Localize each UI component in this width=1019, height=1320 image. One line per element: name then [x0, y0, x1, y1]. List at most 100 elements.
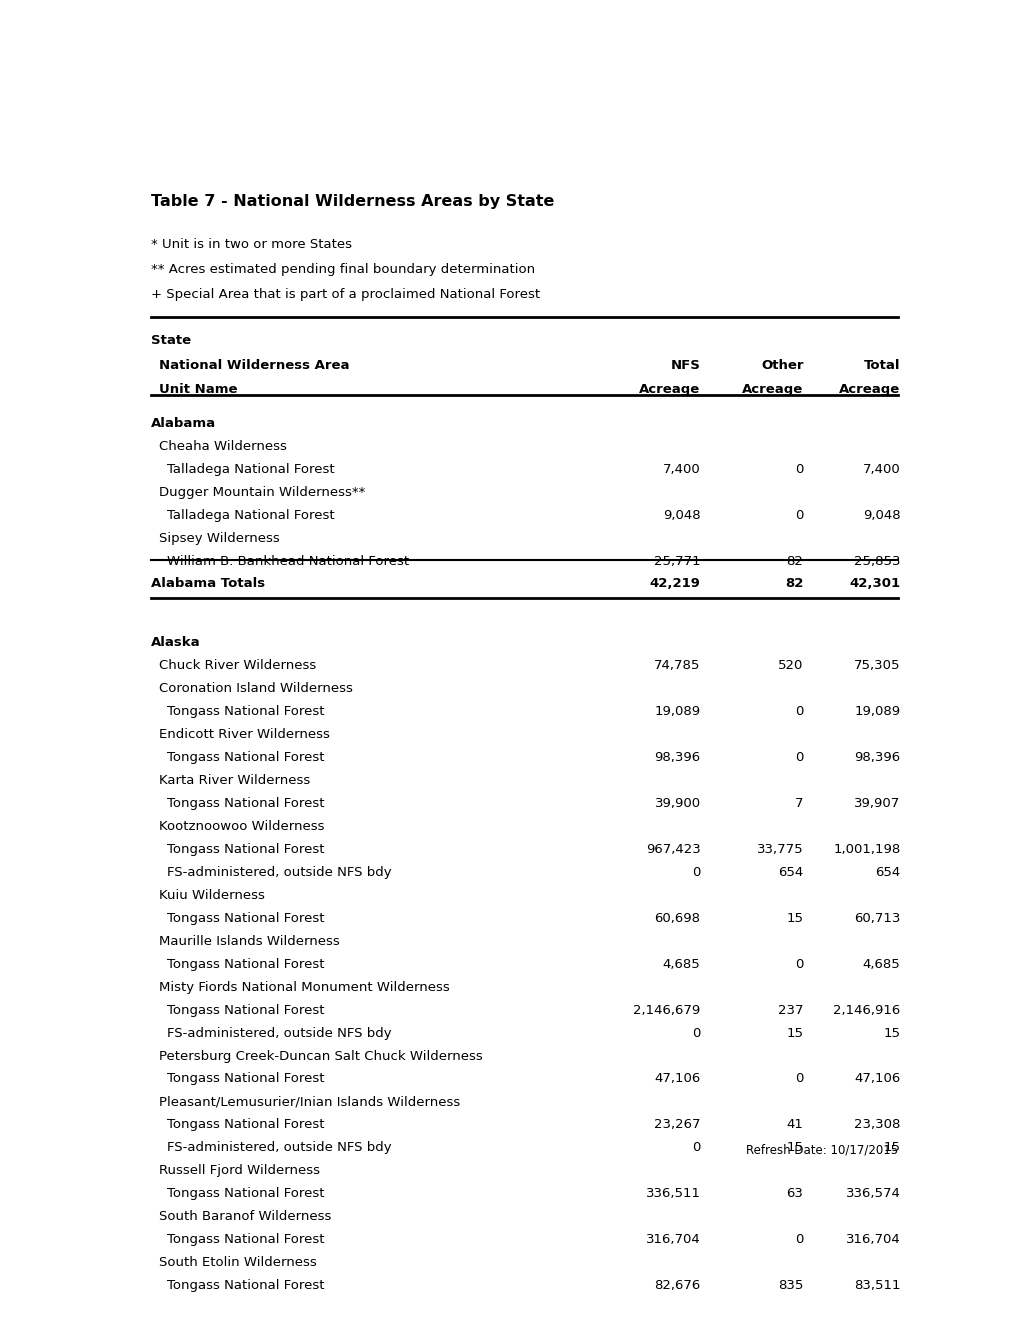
- Text: 19,089: 19,089: [854, 705, 900, 718]
- Text: Alaska: Alaska: [151, 636, 201, 649]
- Text: 4,685: 4,685: [662, 958, 700, 970]
- Text: 15: 15: [786, 1027, 803, 1040]
- Text: Maurille Islands Wilderness: Maurille Islands Wilderness: [159, 935, 339, 948]
- Text: 316,704: 316,704: [845, 1233, 900, 1246]
- Text: Acreage: Acreage: [639, 383, 700, 396]
- Text: Acreage: Acreage: [742, 383, 803, 396]
- Text: Refresh Date: 10/17/2015: Refresh Date: 10/17/2015: [745, 1143, 898, 1156]
- Text: 98,396: 98,396: [654, 751, 700, 764]
- Text: 0: 0: [794, 1233, 803, 1246]
- Text: 2,146,679: 2,146,679: [633, 1003, 700, 1016]
- Text: 237: 237: [777, 1003, 803, 1016]
- Text: 7,400: 7,400: [862, 463, 900, 475]
- Text: 47,106: 47,106: [854, 1072, 900, 1085]
- Text: 19,089: 19,089: [654, 705, 700, 718]
- Text: 7,400: 7,400: [662, 463, 700, 475]
- Text: Alabama Totals: Alabama Totals: [151, 577, 265, 590]
- Text: 9,048: 9,048: [862, 508, 900, 521]
- Text: 0: 0: [794, 508, 803, 521]
- Text: Pleasant/Lemusurier/Inian Islands Wilderness: Pleasant/Lemusurier/Inian Islands Wilder…: [159, 1096, 460, 1109]
- Text: 654: 654: [874, 866, 900, 879]
- Text: Tongass National Forest: Tongass National Forest: [167, 958, 324, 970]
- Text: Coronation Island Wilderness: Coronation Island Wilderness: [159, 682, 353, 696]
- Text: Dugger Mountain Wilderness**: Dugger Mountain Wilderness**: [159, 486, 365, 499]
- Text: 33,775: 33,775: [756, 843, 803, 855]
- Text: 0: 0: [794, 1072, 803, 1085]
- Text: 654: 654: [777, 866, 803, 879]
- Text: 41: 41: [786, 1118, 803, 1131]
- Text: Russell Fjord Wilderness: Russell Fjord Wilderness: [159, 1164, 320, 1177]
- Text: Chuck River Wilderness: Chuck River Wilderness: [159, 660, 316, 672]
- Text: 15: 15: [786, 1142, 803, 1154]
- Text: 42,219: 42,219: [649, 577, 700, 590]
- Text: 336,511: 336,511: [645, 1187, 700, 1200]
- Text: 0: 0: [692, 1142, 700, 1154]
- Text: 42,301: 42,301: [849, 577, 900, 590]
- Text: FS-administered, outside NFS bdy: FS-administered, outside NFS bdy: [167, 866, 391, 879]
- Text: 0: 0: [794, 463, 803, 475]
- Text: 0: 0: [794, 705, 803, 718]
- Text: 39,900: 39,900: [654, 797, 700, 810]
- Text: * Unit is in two or more States: * Unit is in two or more States: [151, 238, 352, 251]
- Text: Karta River Wilderness: Karta River Wilderness: [159, 774, 310, 787]
- Text: 98,396: 98,396: [854, 751, 900, 764]
- Text: Alabama: Alabama: [151, 417, 216, 430]
- Text: 2,146,916: 2,146,916: [833, 1003, 900, 1016]
- Text: South Baranof Wilderness: South Baranof Wilderness: [159, 1210, 331, 1224]
- Text: Tongass National Forest: Tongass National Forest: [167, 1003, 324, 1016]
- Text: 967,423: 967,423: [645, 843, 700, 855]
- Text: 75,305: 75,305: [853, 660, 900, 672]
- Text: Other: Other: [760, 359, 803, 372]
- Text: 83,511: 83,511: [853, 1279, 900, 1292]
- Text: 520: 520: [777, 660, 803, 672]
- Text: Table 7 - National Wilderness Areas by State: Table 7 - National Wilderness Areas by S…: [151, 194, 554, 209]
- Text: 39,907: 39,907: [854, 797, 900, 810]
- Text: Tongass National Forest: Tongass National Forest: [167, 797, 324, 810]
- Text: 336,574: 336,574: [845, 1187, 900, 1200]
- Text: William B. Bankhead National Forest: William B. Bankhead National Forest: [167, 554, 409, 568]
- Text: 82,676: 82,676: [654, 1279, 700, 1292]
- Text: 82: 82: [786, 554, 803, 568]
- Text: Misty Fiords National Monument Wilderness: Misty Fiords National Monument Wildernes…: [159, 981, 449, 994]
- Text: Tongass National Forest: Tongass National Forest: [167, 705, 324, 718]
- Text: Talladega National Forest: Talladega National Forest: [167, 463, 334, 475]
- Text: FS-administered, outside NFS bdy: FS-administered, outside NFS bdy: [167, 1027, 391, 1040]
- Text: South Etolin Wilderness: South Etolin Wilderness: [159, 1257, 317, 1269]
- Text: 4,685: 4,685: [862, 958, 900, 970]
- Text: 60,713: 60,713: [853, 912, 900, 925]
- Text: 23,308: 23,308: [853, 1118, 900, 1131]
- Text: 23,267: 23,267: [653, 1118, 700, 1131]
- Text: 0: 0: [794, 958, 803, 970]
- Text: 15: 15: [786, 912, 803, 925]
- Text: Petersburg Creek-Duncan Salt Chuck Wilderness: Petersburg Creek-Duncan Salt Chuck Wilde…: [159, 1049, 482, 1063]
- Text: Endicott River Wilderness: Endicott River Wilderness: [159, 729, 330, 742]
- Text: 60,698: 60,698: [654, 912, 700, 925]
- Text: 9,048: 9,048: [662, 508, 700, 521]
- Text: Tongass National Forest: Tongass National Forest: [167, 1279, 324, 1292]
- Text: Sipsey Wilderness: Sipsey Wilderness: [159, 532, 279, 545]
- Text: 47,106: 47,106: [654, 1072, 700, 1085]
- Text: NFS: NFS: [671, 359, 700, 372]
- Text: Tongass National Forest: Tongass National Forest: [167, 1118, 324, 1131]
- Text: Tongass National Forest: Tongass National Forest: [167, 751, 324, 764]
- Text: 835: 835: [777, 1279, 803, 1292]
- Text: Unit Name: Unit Name: [159, 383, 237, 396]
- Text: 25,853: 25,853: [853, 554, 900, 568]
- Text: 25,771: 25,771: [653, 554, 700, 568]
- Text: 15: 15: [882, 1142, 900, 1154]
- Text: State: State: [151, 334, 192, 347]
- Text: 0: 0: [692, 866, 700, 879]
- Text: Tongass National Forest: Tongass National Forest: [167, 843, 324, 855]
- Text: Kuiu Wilderness: Kuiu Wilderness: [159, 888, 265, 902]
- Text: Cheaha Wilderness: Cheaha Wilderness: [159, 440, 286, 453]
- Text: FS-administered, outside NFS bdy: FS-administered, outside NFS bdy: [167, 1142, 391, 1154]
- Text: Tongass National Forest: Tongass National Forest: [167, 912, 324, 925]
- Text: 82: 82: [785, 577, 803, 590]
- Text: Total: Total: [863, 359, 900, 372]
- Text: 15: 15: [882, 1027, 900, 1040]
- Text: National Wilderness Area: National Wilderness Area: [159, 359, 350, 372]
- Text: 0: 0: [692, 1027, 700, 1040]
- Text: Tongass National Forest: Tongass National Forest: [167, 1187, 324, 1200]
- Text: 63: 63: [786, 1187, 803, 1200]
- Text: 74,785: 74,785: [653, 660, 700, 672]
